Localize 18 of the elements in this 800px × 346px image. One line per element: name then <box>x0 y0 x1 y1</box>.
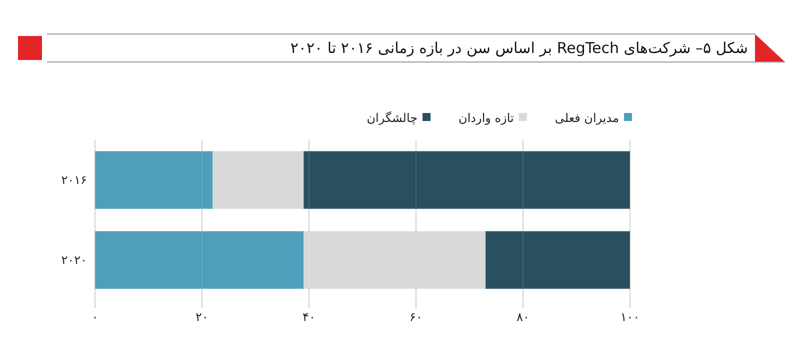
bar <box>304 231 486 289</box>
y-tick-label: ۲۰۲۰ <box>61 253 87 267</box>
legend-label: تازه واردان <box>458 111 514 125</box>
y-tick-label: ۲۰۱۶ <box>61 173 87 187</box>
x-tick-label: ۸۰ <box>516 310 530 324</box>
bar <box>486 231 630 289</box>
bar <box>95 151 213 209</box>
chart-title: شکل ۵– شرکت‌های RegTech بر اساس سن در بازه زمانی ۲۰۱۶ تا ۲۰۲۰ <box>290 39 748 57</box>
x-tick-label: ۲۰ <box>196 310 208 324</box>
legend-label: مدیران فعلی <box>554 111 619 125</box>
x-tick-label: ۰ <box>92 310 98 324</box>
bar <box>304 151 630 209</box>
bar <box>212 151 304 209</box>
bar <box>95 231 304 289</box>
x-tick-label: ۴۰ <box>302 310 316 324</box>
x-tick-label: ۶۰ <box>410 310 422 324</box>
x-tick-label: ۱۰۰ <box>620 310 640 324</box>
legend-label: چالشگران <box>366 111 418 125</box>
